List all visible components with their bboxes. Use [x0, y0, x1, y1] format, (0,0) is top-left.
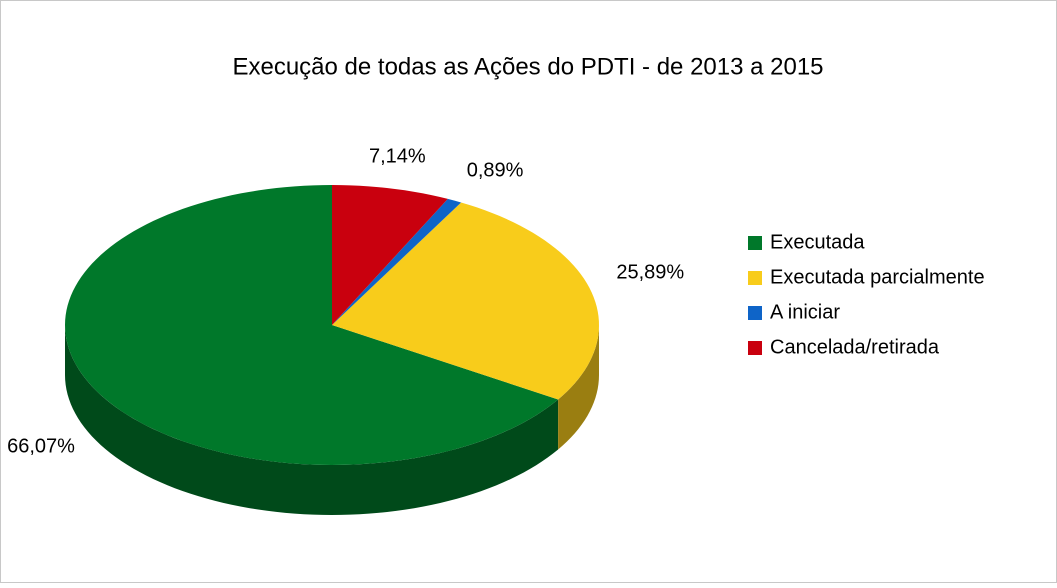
legend-label: Executada parcialmente — [770, 266, 985, 288]
legend-label: A iniciar — [770, 301, 840, 323]
chart-title: Execução de todas as Ações do PDTI - de … — [232, 53, 823, 80]
data-label: 0,89% — [467, 159, 524, 181]
legend-swatch — [748, 236, 762, 250]
pie-slice — [332, 202, 599, 400]
legend-swatch — [748, 306, 762, 320]
pie-slice-side — [65, 325, 559, 515]
legend-label: Executada — [770, 231, 865, 253]
data-label: 66,07% — [7, 436, 75, 458]
legend-swatch — [748, 271, 762, 285]
pie-slice-side — [558, 325, 599, 450]
pie-slice — [332, 185, 448, 325]
data-label: 25,89% — [616, 261, 684, 283]
legend-label: Cancelada/retirada — [770, 336, 940, 358]
data-label: 7,14% — [369, 146, 426, 168]
legend-swatch — [748, 341, 762, 355]
pie-slice — [332, 198, 462, 325]
pie-slice — [65, 185, 559, 465]
